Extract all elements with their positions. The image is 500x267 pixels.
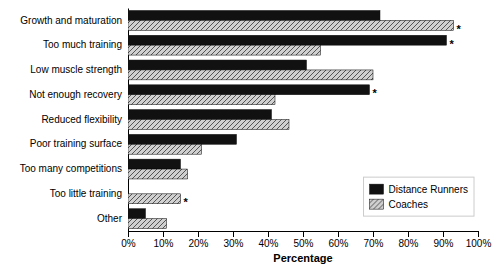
x-axis: 0% 10% 20% 30% 40% 50% 60% 70% 80% 90% 100% — [121, 231, 491, 249]
bar — [128, 35, 447, 45]
y-tick: Reduced flexibility — [41, 114, 128, 125]
x-tick: 60% — [328, 231, 348, 249]
x-tick-mark — [443, 231, 444, 237]
y-tick-label: Reduced flexibility — [41, 114, 122, 125]
legend-label: Distance Runners — [389, 184, 468, 195]
x-tick-label: 10% — [153, 238, 173, 249]
x-tick-mark — [478, 231, 479, 237]
bar — [128, 219, 167, 229]
x-tick-label: 50% — [293, 238, 313, 249]
y-tick: Growth and maturation — [20, 15, 128, 26]
x-tick-label: 60% — [328, 238, 348, 249]
annotation: * — [373, 87, 378, 99]
annotation: * — [184, 196, 189, 208]
x-tick: 30% — [223, 231, 243, 249]
y-tick-label: Too many competitions — [20, 163, 122, 174]
x-tick-mark — [303, 231, 304, 237]
x-tick-mark — [408, 231, 409, 237]
y-tick: Too many competitions — [20, 163, 128, 174]
x-tick: 40% — [258, 231, 278, 249]
x-axis-line — [129, 232, 479, 238]
bar — [128, 134, 237, 144]
bar — [128, 209, 146, 219]
legend: Distance Runners Coaches — [364, 177, 474, 216]
bar — [128, 110, 272, 120]
y-tick-label: Not enough recovery — [29, 89, 122, 100]
bar — [128, 70, 373, 80]
x-tick-mark — [373, 231, 374, 237]
x-tick: 0% — [121, 231, 136, 249]
legend-label: Coaches — [389, 199, 428, 210]
x-axis-title: Percentage — [273, 252, 332, 264]
y-tick: Not enough recovery — [29, 89, 128, 100]
bar — [128, 120, 289, 130]
bar — [128, 85, 370, 95]
x-tick: 10% — [153, 231, 173, 249]
x-tick-mark — [163, 231, 164, 237]
bar — [128, 20, 454, 30]
y-tick: Too much training — [43, 39, 128, 50]
legend-frame — [364, 177, 474, 216]
x-tick: 50% — [293, 231, 313, 249]
legend-swatch — [370, 199, 384, 209]
bar — [128, 45, 321, 55]
x-tick: 90% — [433, 231, 453, 249]
x-tick-mark — [233, 231, 234, 237]
x-tick-label: 40% — [258, 238, 278, 249]
x-tick-label: 80% — [398, 238, 418, 249]
x-tick: 100% — [466, 231, 492, 249]
bar — [128, 10, 380, 20]
y-tick-label: Too much training — [43, 39, 122, 50]
annotation: * — [457, 23, 462, 35]
y-tick: Low muscle strength — [30, 64, 128, 75]
bar — [128, 60, 307, 70]
x-tick-label: 100% — [466, 238, 492, 249]
x-tick-label: 30% — [223, 238, 243, 249]
x-tick-mark — [268, 231, 269, 237]
annotation: * — [450, 38, 455, 50]
y-axis: Growth and maturation Too much training Lo… — [20, 9, 129, 232]
bar — [128, 169, 188, 179]
bar — [128, 95, 275, 105]
bar — [128, 159, 181, 169]
y-tick: Too little training — [50, 188, 128, 199]
y-tick: Other — [97, 213, 128, 224]
y-tick-label: Too little training — [50, 188, 122, 199]
x-tick-mark — [338, 231, 339, 237]
x-tick-mark — [128, 231, 129, 237]
y-tick-label: Other — [97, 213, 123, 224]
x-tick: 20% — [188, 231, 208, 249]
x-tick-label: 70% — [363, 238, 383, 249]
x-tick: 70% — [363, 231, 383, 249]
x-tick-label: 90% — [433, 238, 453, 249]
legend-item: Coaches — [370, 199, 428, 210]
bar — [128, 184, 129, 194]
x-tick-mark — [198, 231, 199, 237]
bar — [128, 194, 181, 204]
bar — [128, 144, 202, 154]
y-tick: Poor training surface — [30, 138, 128, 149]
x-tick-label: 20% — [188, 238, 208, 249]
legend-swatch — [370, 184, 384, 194]
chart: 0% 10% 20% 30% 40% 50% 60% 70% 80% 90% 100% Growth … — [0, 0, 500, 267]
y-tick-label: Poor training surface — [30, 138, 123, 149]
y-tick-label: Low muscle strength — [30, 64, 122, 75]
x-tick-label: 0% — [121, 238, 136, 249]
y-tick-label: Growth and maturation — [20, 15, 122, 26]
plot: 0% 10% 20% 30% 40% 50% 60% 70% 80% 90% 100% Growth … — [20, 9, 492, 250]
x-tick: 80% — [398, 231, 418, 249]
legend-item: Distance Runners — [370, 184, 468, 195]
